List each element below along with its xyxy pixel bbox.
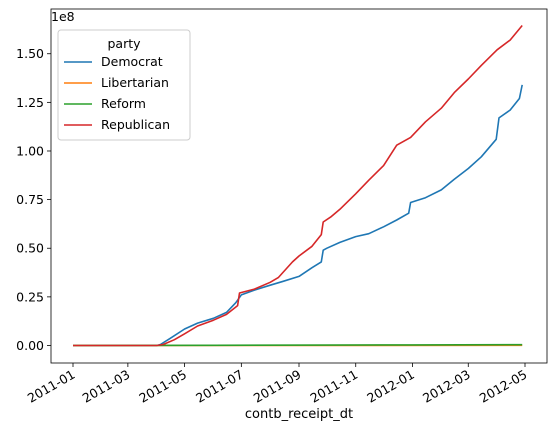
- legend-label-1: Libertarian: [101, 75, 169, 90]
- legend-box: [57, 29, 191, 141]
- series-line-0: [73, 84, 523, 347]
- y-offset-label: 1e8: [51, 9, 75, 24]
- y-tick-label: 0.75: [16, 192, 44, 207]
- y-tick-label: 0.00: [16, 338, 44, 353]
- y-tick-label: 0.25: [16, 289, 44, 304]
- y-tick-label: 1.00: [16, 143, 44, 158]
- legend-label-2: Reform: [101, 96, 146, 111]
- legend-title: party: [107, 36, 141, 51]
- x-axis-label: contb_receipt_dt: [245, 407, 353, 422]
- y-tick-label: 0.50: [16, 241, 44, 256]
- y-tick-label: 1.25: [16, 95, 44, 110]
- legend: party Democrat Libertarian Reform Republican: [57, 29, 191, 141]
- y-axis: 0.00 0.25 0.50 0.75 1.00 1.25 1.50: [16, 46, 51, 353]
- plot-area: [72, 24, 523, 347]
- y-tick-label: 1.50: [16, 46, 44, 61]
- legend-label-0: Democrat: [101, 54, 163, 69]
- legend-label-3: Republican: [101, 117, 170, 132]
- series-line-2: [72, 343, 523, 347]
- series-line-3: [73, 24, 523, 347]
